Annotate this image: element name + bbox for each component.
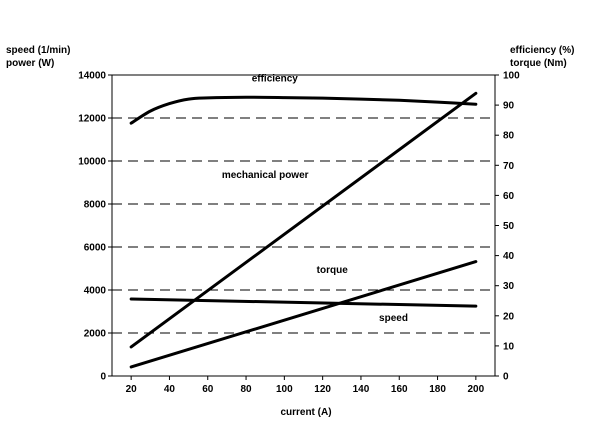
tick-layer: 0 2000 4000 6000 8000 10000 12000 14000 0 10 20 30 4… xyxy=(78,71,520,396)
x-tick-label: 20 xyxy=(126,384,138,395)
right-tick-label: 0 xyxy=(503,372,509,383)
label-layer: speed (1/min) power (W) efficiency (%) t… xyxy=(6,45,574,418)
x-tick-label: 60 xyxy=(202,384,214,395)
left-tick-label: 14000 xyxy=(78,71,106,82)
series-line-speed xyxy=(129,297,478,308)
series-line-torque xyxy=(129,260,478,369)
x-tick-label: 100 xyxy=(276,384,293,395)
x-tick-label: 120 xyxy=(314,384,331,395)
left-tick-label: 2000 xyxy=(84,329,107,340)
right-tick-label: 80 xyxy=(503,131,515,142)
left-tick-label: 12000 xyxy=(78,114,106,125)
right-tick-label: 10 xyxy=(503,341,515,352)
left-tick-label: 4000 xyxy=(84,286,107,297)
x-tick-label: 160 xyxy=(391,384,408,395)
right-tick-label: 30 xyxy=(503,281,515,292)
left-axis-label-speed: speed (1/min) xyxy=(6,45,70,56)
right-axis-label-efficiency: efficiency (%) xyxy=(510,45,574,56)
annotation-layer: efficiency mechanical power torque speed xyxy=(222,73,408,324)
x-tick-label: 180 xyxy=(429,384,446,395)
x-tick-label: 140 xyxy=(353,384,370,395)
right-axis-label-torque: torque (Nm) xyxy=(510,58,567,69)
right-tick-label: 100 xyxy=(503,71,520,82)
right-tick-label: 40 xyxy=(503,251,515,262)
annotation-speed: speed xyxy=(379,313,408,324)
x-axis-label: current (A) xyxy=(280,407,331,418)
left-tick-label: 6000 xyxy=(84,243,107,254)
annotation-efficiency: efficiency xyxy=(252,73,299,84)
right-tick-label: 60 xyxy=(503,191,515,202)
series-line-mechanical-power xyxy=(129,91,478,349)
x-tick-label: 200 xyxy=(468,384,485,395)
annotation-mechanical-power: mechanical power xyxy=(222,170,309,181)
left-axis-label-power: power (W) xyxy=(6,58,54,69)
left-tick-label: 0 xyxy=(100,372,106,383)
series-line-efficiency xyxy=(129,95,478,125)
right-tick-label: 70 xyxy=(503,161,515,172)
right-tick-label: 50 xyxy=(503,221,515,232)
x-tick-label: 40 xyxy=(164,384,176,395)
series-layer xyxy=(129,91,478,369)
x-tick-label: 80 xyxy=(240,384,252,395)
annotation-torque: torque xyxy=(317,265,349,276)
right-tick-label: 90 xyxy=(503,101,515,112)
left-tick-label: 10000 xyxy=(78,157,106,168)
right-tick-label: 20 xyxy=(503,311,515,322)
left-tick-label: 8000 xyxy=(84,200,107,211)
